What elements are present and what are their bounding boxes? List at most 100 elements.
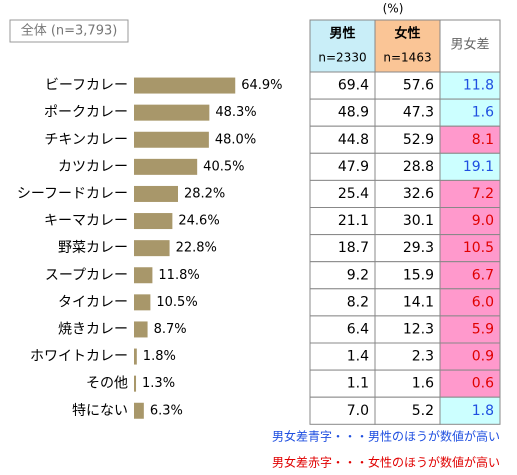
- table-value: 0.6: [472, 376, 494, 392]
- table-value: 21.1: [338, 213, 369, 229]
- value-label: 64.9%: [241, 78, 282, 93]
- female-n-label: n=1463: [383, 51, 431, 65]
- table-cell: [439, 342, 501, 371]
- chart-title: 全体 (n=3,793): [21, 23, 118, 39]
- table-cell: [309, 315, 376, 344]
- category-label: キーマカレー: [44, 213, 128, 229]
- note: 男女差赤字・・・女性のほうが数値が高い: [272, 455, 500, 470]
- table-value: 30.1: [403, 213, 434, 229]
- category-label: 野菜カレー: [58, 240, 128, 256]
- table-value: 1.8: [472, 403, 494, 419]
- value-label: 1.3%: [142, 376, 175, 391]
- table-value: 6.7: [472, 267, 494, 283]
- category-label: 特にない: [72, 403, 128, 419]
- bar: [134, 402, 144, 419]
- table-value: 52.9: [403, 132, 434, 148]
- bar: [134, 321, 148, 338]
- table-cell: [374, 261, 441, 290]
- female-header: [374, 19, 441, 73]
- table-value: 10.5: [463, 240, 494, 256]
- bar: [134, 240, 170, 257]
- value-label: 22.8%: [176, 241, 217, 256]
- table-value: 47.3: [403, 105, 434, 121]
- table-cell: [439, 396, 501, 425]
- table-value: 8.1: [472, 132, 494, 148]
- bar: [134, 158, 198, 175]
- table-value: 7.2: [472, 186, 494, 202]
- table-value: 29.3: [403, 240, 434, 256]
- category-label: チキンカレー: [44, 132, 128, 148]
- table-value: 6.0: [472, 294, 494, 310]
- table-cell: [374, 369, 441, 398]
- value-label: 6.3%: [150, 403, 183, 418]
- table-value: 69.4: [338, 78, 369, 94]
- bar: [134, 131, 209, 148]
- table-value: 14.1: [403, 294, 434, 310]
- table-value: 7.0: [347, 403, 369, 419]
- table-cell: [374, 396, 441, 425]
- table-value: 19.1: [463, 159, 494, 175]
- category-label: 焼きカレー: [58, 321, 128, 337]
- table-value: 0.9: [472, 349, 494, 365]
- table-cell: [309, 207, 376, 236]
- table-value: 9.2: [347, 267, 369, 283]
- table-value: 48.9: [338, 105, 369, 121]
- table-cell: [309, 261, 376, 290]
- table-cell: [439, 369, 501, 398]
- table-value: 18.7: [338, 240, 369, 256]
- table-cell: [374, 288, 441, 317]
- bar: [134, 348, 137, 365]
- table-value: 1.4: [347, 349, 369, 365]
- table-cell: [439, 152, 501, 181]
- table-value: 8.2: [347, 294, 369, 310]
- table-value: 5.2: [412, 403, 434, 419]
- total-box: [9, 19, 129, 43]
- category-label: シーフードカレー: [17, 186, 128, 202]
- value-label: 48.3%: [215, 105, 256, 120]
- table-cell: [439, 261, 501, 290]
- value-label: 1.8%: [143, 349, 176, 364]
- diff-header: [439, 19, 501, 73]
- table-cell: [309, 234, 376, 263]
- male-header-label: 男性: [329, 26, 355, 42]
- table-value: 6.4: [347, 321, 369, 337]
- table-value: 47.9: [338, 159, 369, 175]
- diff-header-label: 男女差: [450, 37, 489, 53]
- table-value: 12.3: [403, 321, 434, 337]
- table-value: 28.8: [403, 159, 434, 175]
- table-cell: [439, 288, 501, 317]
- value-label: 11.8%: [158, 268, 199, 283]
- table-value: 44.8: [338, 132, 369, 148]
- bar: [134, 77, 236, 94]
- table-value: 9.0: [472, 213, 494, 229]
- value-label: 48.0%: [215, 132, 256, 147]
- bar: [134, 185, 178, 202]
- value-label: 10.5%: [156, 295, 197, 310]
- bar: [134, 213, 173, 230]
- male-header: [309, 19, 376, 73]
- category-label: カツカレー: [58, 159, 128, 175]
- bar: [134, 267, 153, 284]
- table-cell: [439, 125, 501, 154]
- table-value: 1.6: [412, 376, 434, 392]
- table-value: 15.9: [403, 267, 434, 283]
- table-cell: [439, 234, 501, 263]
- category-label: ホワイトカレー: [30, 349, 128, 365]
- value-label: 28.2%: [184, 186, 225, 201]
- bar: [134, 104, 210, 121]
- table-value: 25.4: [338, 186, 369, 202]
- category-label: ビーフカレー: [45, 78, 128, 94]
- table-value: 11.8: [463, 78, 494, 94]
- category-label: ポークカレー: [44, 105, 128, 121]
- note: 男女差青字・・・男性のほうが数値が高い: [272, 429, 500, 444]
- table-value: 5.9: [472, 321, 494, 337]
- category-label: スープカレー: [45, 267, 128, 283]
- female-header-label: 女性: [394, 26, 420, 42]
- value-label: 40.5%: [203, 159, 244, 174]
- value-label: 8.7%: [154, 322, 187, 337]
- category-label: タイカレー: [58, 294, 128, 310]
- table-cell: [309, 152, 376, 181]
- unit-label: (%): [383, 2, 404, 16]
- table-cell: [374, 179, 441, 208]
- table-cell: [309, 179, 376, 208]
